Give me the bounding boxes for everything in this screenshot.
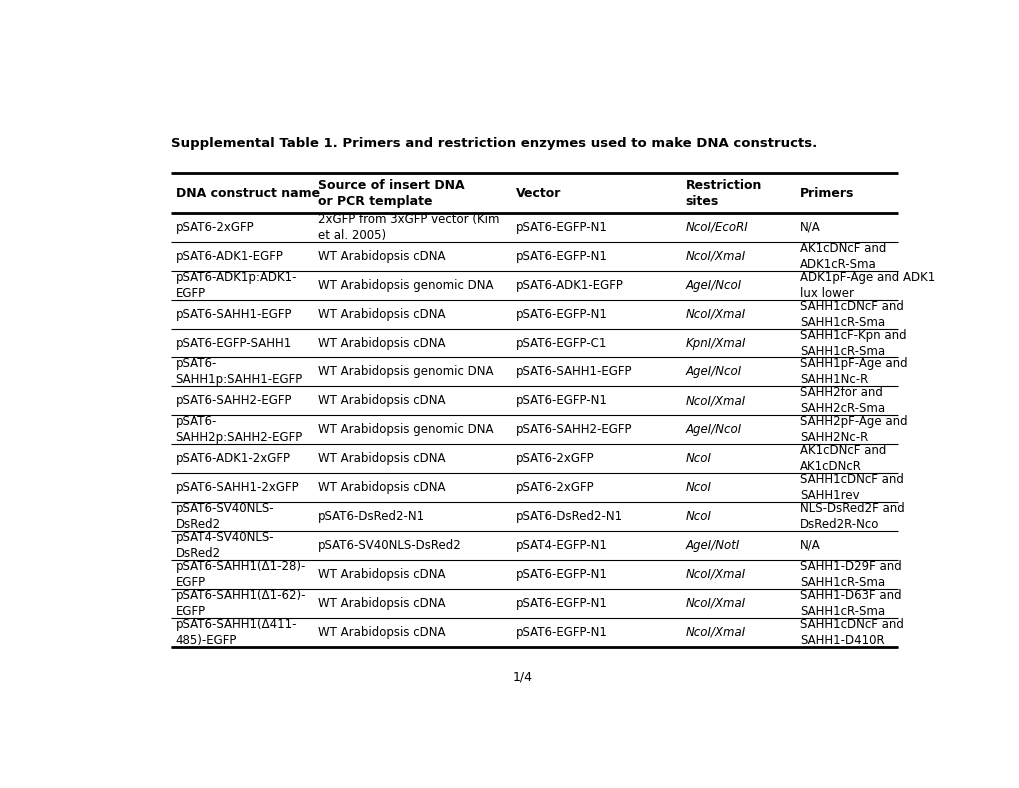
Text: WT Arabidopsis cDNA: WT Arabidopsis cDNA — [318, 250, 445, 262]
Text: WT Arabidopsis genomic DNA: WT Arabidopsis genomic DNA — [318, 366, 493, 378]
Text: pSAT6-SAHH1(Δ1-28)-
EGFP: pSAT6-SAHH1(Δ1-28)- EGFP — [175, 560, 306, 589]
Text: pSAT6-SAHH1-EGFP: pSAT6-SAHH1-EGFP — [175, 307, 291, 321]
Text: WT Arabidopsis cDNA: WT Arabidopsis cDNA — [318, 452, 445, 465]
Text: pSAT6-SAHH2-EGFP: pSAT6-SAHH2-EGFP — [175, 394, 291, 407]
Text: pSAT6-DsRed2-N1: pSAT6-DsRed2-N1 — [318, 510, 425, 523]
Text: WT Arabidopsis cDNA: WT Arabidopsis cDNA — [318, 626, 445, 639]
Text: pSAT6-ADK1-EGFP: pSAT6-ADK1-EGFP — [516, 279, 623, 292]
Text: pSAT6-
SAHH1p:SAHH1-EGFP: pSAT6- SAHH1p:SAHH1-EGFP — [175, 358, 303, 386]
Text: AgeI/NotI: AgeI/NotI — [685, 539, 739, 552]
Text: N/A: N/A — [800, 539, 820, 552]
Text: pSAT6-SAHH1(Δ411-
485)-EGFP: pSAT6-SAHH1(Δ411- 485)-EGFP — [175, 618, 297, 647]
Text: NcoI: NcoI — [685, 481, 711, 494]
Text: SAHH2for and
SAHH2cR-Sma: SAHH2for and SAHH2cR-Sma — [800, 386, 884, 415]
Text: pSAT6-SAHH1(Δ1-62)-
EGFP: pSAT6-SAHH1(Δ1-62)- EGFP — [175, 589, 306, 618]
Text: Vector: Vector — [516, 187, 560, 199]
Text: NcoI/XmaI: NcoI/XmaI — [685, 250, 745, 262]
Text: NcoI/XmaI: NcoI/XmaI — [685, 626, 745, 639]
Text: SAHH1pF-Age and
SAHH1Nc-R: SAHH1pF-Age and SAHH1Nc-R — [800, 358, 907, 386]
Text: WT Arabidopsis genomic DNA: WT Arabidopsis genomic DNA — [318, 279, 493, 292]
Text: NcoI: NcoI — [685, 510, 711, 523]
Text: WT Arabidopsis cDNA: WT Arabidopsis cDNA — [318, 481, 445, 494]
Text: pSAT6-EGFP-N1: pSAT6-EGFP-N1 — [516, 221, 607, 234]
Text: pSAT6-ADK1-2xGFP: pSAT6-ADK1-2xGFP — [175, 452, 290, 465]
Text: Source of insert DNA
or PCR template: Source of insert DNA or PCR template — [318, 179, 465, 208]
Text: NLS-DsRed2F and
DsRed2R-Nco: NLS-DsRed2F and DsRed2R-Nco — [800, 502, 904, 531]
Text: SAHH1cDNcF and
SAHH1cR-Sma: SAHH1cDNcF and SAHH1cR-Sma — [800, 299, 903, 329]
Text: AgeI/NcoI: AgeI/NcoI — [685, 279, 741, 292]
Text: AgeI/NcoI: AgeI/NcoI — [685, 366, 741, 378]
Text: NcoI: NcoI — [685, 452, 711, 465]
Text: AgeI/NcoI: AgeI/NcoI — [685, 423, 741, 437]
Text: pSAT6-2xGFP: pSAT6-2xGFP — [516, 481, 594, 494]
Text: pSAT6-SV40NLS-DsRed2: pSAT6-SV40NLS-DsRed2 — [318, 539, 462, 552]
Text: WT Arabidopsis cDNA: WT Arabidopsis cDNA — [318, 568, 445, 581]
Text: WT Arabidopsis cDNA: WT Arabidopsis cDNA — [318, 597, 445, 610]
Text: pSAT6-2xGFP: pSAT6-2xGFP — [175, 221, 254, 234]
Text: NcoI/XmaI: NcoI/XmaI — [685, 307, 745, 321]
Text: pSAT6-2xGFP: pSAT6-2xGFP — [516, 452, 594, 465]
Text: SAHH1-D63F and
SAHH1cR-Sma: SAHH1-D63F and SAHH1cR-Sma — [800, 589, 901, 618]
Text: pSAT6-EGFP-N1: pSAT6-EGFP-N1 — [516, 250, 607, 262]
Text: AK1cDNcF and
AK1cDNcR: AK1cDNcF and AK1cDNcR — [800, 444, 886, 474]
Text: Primers: Primers — [800, 187, 854, 199]
Text: pSAT6-SAHH1-EGFP: pSAT6-SAHH1-EGFP — [516, 366, 632, 378]
Text: pSAT6-DsRed2-N1: pSAT6-DsRed2-N1 — [516, 510, 623, 523]
Text: WT Arabidopsis cDNA: WT Arabidopsis cDNA — [318, 307, 445, 321]
Text: Supplemental Table 1. Primers and restriction enzymes used to make DNA construct: Supplemental Table 1. Primers and restri… — [171, 137, 816, 150]
Text: pSAT6-EGFP-N1: pSAT6-EGFP-N1 — [516, 394, 607, 407]
Text: pSAT6-
SAHH2p:SAHH2-EGFP: pSAT6- SAHH2p:SAHH2-EGFP — [175, 415, 303, 444]
Text: SAHH1-D29F and
SAHH1cR-Sma: SAHH1-D29F and SAHH1cR-Sma — [800, 560, 901, 589]
Text: N/A: N/A — [800, 221, 820, 234]
Text: DNA construct name: DNA construct name — [175, 187, 320, 199]
Text: pSAT6-EGFP-C1: pSAT6-EGFP-C1 — [516, 336, 606, 350]
Text: pSAT4-SV40NLS-
DsRed2: pSAT4-SV40NLS- DsRed2 — [175, 531, 274, 560]
Text: KpnI/XmaI: KpnI/XmaI — [685, 336, 745, 350]
Text: 1/4: 1/4 — [513, 671, 532, 683]
Text: ADK1pF-Age and ADK1
lux lower: ADK1pF-Age and ADK1 lux lower — [800, 271, 934, 299]
Text: pSAT6-EGFP-N1: pSAT6-EGFP-N1 — [516, 626, 607, 639]
Text: pSAT6-SAHH1-2xGFP: pSAT6-SAHH1-2xGFP — [175, 481, 299, 494]
Text: AK1cDNcF and
ADK1cR-Sma: AK1cDNcF and ADK1cR-Sma — [800, 242, 886, 271]
Text: pSAT6-SAHH2-EGFP: pSAT6-SAHH2-EGFP — [516, 423, 632, 437]
Text: 2xGFP from 3xGFP vector (Kim
et al. 2005): 2xGFP from 3xGFP vector (Kim et al. 2005… — [318, 213, 499, 242]
Text: WT Arabidopsis cDNA: WT Arabidopsis cDNA — [318, 336, 445, 350]
Text: WT Arabidopsis genomic DNA: WT Arabidopsis genomic DNA — [318, 423, 493, 437]
Text: SAHH2pF-Age and
SAHH2Nc-R: SAHH2pF-Age and SAHH2Nc-R — [800, 415, 907, 444]
Text: NcoI/XmaI: NcoI/XmaI — [685, 394, 745, 407]
Text: pSAT4-EGFP-N1: pSAT4-EGFP-N1 — [516, 539, 607, 552]
Text: SAHH1cDNcF and
SAHH1-D410R: SAHH1cDNcF and SAHH1-D410R — [800, 618, 903, 647]
Text: pSAT6-SV40NLS-
DsRed2: pSAT6-SV40NLS- DsRed2 — [175, 502, 274, 531]
Text: NcoI/XmaI: NcoI/XmaI — [685, 597, 745, 610]
Text: pSAT6-ADK1-EGFP: pSAT6-ADK1-EGFP — [175, 250, 283, 262]
Text: pSAT6-EGFP-N1: pSAT6-EGFP-N1 — [516, 568, 607, 581]
Text: NcoI/EcoRI: NcoI/EcoRI — [685, 221, 748, 234]
Text: SAHH1cDNcF and
SAHH1rev: SAHH1cDNcF and SAHH1rev — [800, 473, 903, 502]
Text: pSAT6-EGFP-N1: pSAT6-EGFP-N1 — [516, 597, 607, 610]
Text: NcoI/XmaI: NcoI/XmaI — [685, 568, 745, 581]
Text: pSAT6-EGFP-SAHH1: pSAT6-EGFP-SAHH1 — [175, 336, 291, 350]
Text: WT Arabidopsis cDNA: WT Arabidopsis cDNA — [318, 394, 445, 407]
Text: SAHH1cF-Kpn and
SAHH1cR-Sma: SAHH1cF-Kpn and SAHH1cR-Sma — [800, 329, 906, 358]
Text: pSAT6-ADK1p:ADK1-
EGFP: pSAT6-ADK1p:ADK1- EGFP — [175, 271, 297, 299]
Text: Restriction
sites: Restriction sites — [685, 179, 761, 208]
Text: pSAT6-EGFP-N1: pSAT6-EGFP-N1 — [516, 307, 607, 321]
